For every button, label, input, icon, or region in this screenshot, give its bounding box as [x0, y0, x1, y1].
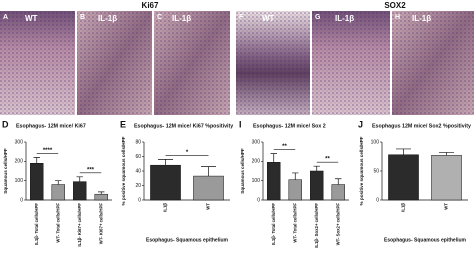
- image-panel: H IL-1β: [392, 11, 474, 115]
- panel-letter: D: [2, 119, 9, 129]
- error-bar: [200, 166, 217, 177]
- significance-label: **: [325, 157, 330, 163]
- panel-letter: F: [239, 14, 244, 21]
- bar: [431, 155, 462, 201]
- y-tick-label: 200: [15, 159, 24, 165]
- header: SOX2: [384, 1, 406, 10]
- y-tick-label: 60: [135, 154, 141, 160]
- panel-letter: B: [80, 14, 85, 21]
- error-bar: [270, 153, 277, 163]
- image-panel: G IL-1β: [312, 11, 390, 115]
- error-bar: [55, 180, 62, 185]
- x-tick-label: IL1β- Total cells/HPF: [271, 203, 276, 245]
- significance-label: **: [282, 144, 287, 150]
- panel-letter: I: [239, 119, 242, 129]
- panel-label: IL-1β: [335, 14, 354, 23]
- x-tick-label: WT- Total cells/HPF: [55, 203, 60, 243]
- y-tick-label: 100: [371, 139, 380, 145]
- bar: [150, 164, 181, 201]
- y-tick-label: 40: [135, 168, 141, 174]
- chart-title: Esophagus 12M mice/ Sox2 %positivity: [372, 123, 471, 129]
- error-bar: [157, 159, 174, 166]
- bar: [331, 184, 345, 201]
- y-tick-label: 80: [135, 139, 141, 145]
- error-bar: [438, 152, 455, 156]
- y-tick-label: 300: [252, 139, 261, 145]
- y-tick-label: 0: [257, 197, 260, 203]
- panel-letter: G: [315, 14, 321, 21]
- y-tick-label: 100: [252, 178, 261, 184]
- x-tick-label: WT: [444, 203, 449, 210]
- y-tick-label: 20: [135, 183, 141, 189]
- x-tick-label: IL1β- Ki67+ cells/HPF: [77, 203, 82, 247]
- image-panel: A WT: [0, 11, 75, 115]
- bar: [51, 184, 65, 201]
- y-tick-label: 0: [20, 197, 23, 203]
- bar: [30, 163, 44, 201]
- x-tick-label: WT- Total cells/HPF: [292, 203, 297, 243]
- panel-label: IL-1β: [98, 14, 117, 23]
- error-bar: [98, 191, 105, 195]
- image-panel: C IL-1β: [154, 11, 230, 115]
- panel-label: WT: [262, 14, 275, 23]
- y-axis-label: % positive squamous cells/HPF: [121, 136, 126, 205]
- x-tick-label: WT- Ki67+ cells/HPF: [98, 203, 103, 245]
- y-axis-label: Squamous cells/HPF: [240, 148, 245, 194]
- significance-label: ***: [87, 167, 95, 173]
- image-panel: B IL-1β: [77, 11, 152, 115]
- significance-label: *: [186, 150, 189, 156]
- error-bar: [335, 178, 342, 185]
- y-axis-label: Squamous cells/HPF: [3, 148, 8, 194]
- bar: [193, 175, 224, 201]
- panel-label: IL-1β: [412, 14, 431, 23]
- bar: [388, 154, 419, 201]
- error-bar: [33, 157, 40, 164]
- y-tick-label: 0: [138, 197, 141, 203]
- y-axis-label: % positive squamous cells/HPF: [359, 136, 364, 205]
- panel-letter: J: [358, 119, 363, 129]
- error-bar: [76, 176, 83, 182]
- panel-letter: E: [120, 119, 126, 129]
- header: Ki67: [142, 1, 159, 10]
- panel-label: WT: [25, 14, 38, 23]
- bar: [267, 162, 281, 201]
- y-tick-label: 0: [376, 197, 379, 203]
- significance-label: ****: [43, 148, 53, 154]
- bar: [94, 193, 108, 201]
- y-tick-label: 50: [373, 168, 379, 174]
- error-bar: [292, 172, 299, 180]
- panel-letter: H: [395, 14, 400, 21]
- error-bar: [313, 165, 320, 171]
- x-tick-label: WT: [206, 203, 211, 210]
- chart-title: Esophagus- 12M mice/ Ki67 %positivity: [134, 123, 233, 129]
- bar: [288, 179, 302, 201]
- bar: [73, 181, 87, 201]
- x-tick-label: IL1β- Total cells/HPF: [34, 203, 39, 245]
- x-axis-label: Esophagus- Squamous epithelium: [384, 237, 467, 243]
- panel-label: IL-1β: [172, 14, 191, 23]
- panel-letter: A: [3, 14, 8, 21]
- chart-title: Esophagus- 12M mice/ Ki67: [16, 123, 86, 129]
- x-tick-label: IL1β: [401, 203, 406, 212]
- y-tick-label: 300: [15, 139, 24, 145]
- chart-title: Esophagus- 12M mice/ Sox 2: [253, 123, 326, 129]
- panel-letter: C: [157, 14, 162, 21]
- image-panel: F WT: [236, 11, 310, 115]
- x-axis-label: Esophagus- Squamous epithelium: [146, 237, 229, 243]
- x-tick-label: WT- Sox2+ cells/HPF: [335, 203, 340, 246]
- error-bar: [395, 148, 412, 155]
- x-tick-label: IL1β- Sox2+ cells/HPF: [314, 203, 319, 248]
- y-tick-label: 100: [15, 178, 24, 184]
- bar: [310, 170, 324, 201]
- y-tick-label: 200: [252, 159, 261, 165]
- x-tick-label: IL1β: [163, 203, 168, 212]
